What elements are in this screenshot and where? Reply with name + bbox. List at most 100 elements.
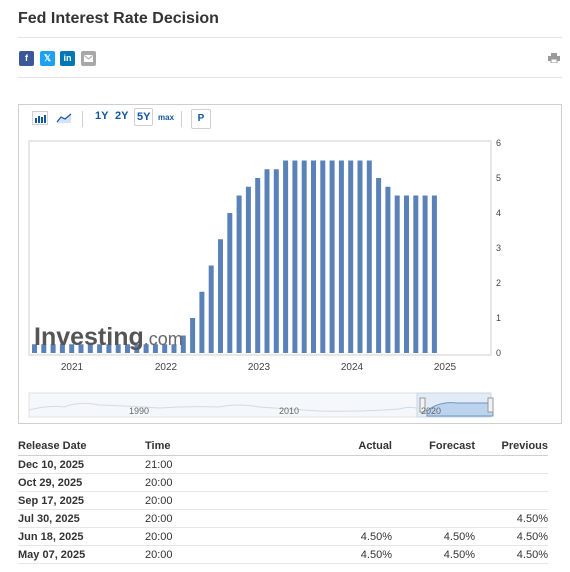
bar[interactable] [413, 195, 419, 354]
p-button[interactable]: P [191, 109, 211, 129]
range-5y-button[interactable]: 5Y [134, 108, 154, 126]
bar[interactable] [264, 169, 270, 353]
x-axis: 2021 2022 2023 2024 2025 [61, 362, 457, 373]
bar[interactable] [143, 344, 149, 353]
navigator-label: 2020 [421, 406, 441, 416]
cell-time: 20:00 [145, 545, 305, 564]
navigator-label: 2010 [279, 406, 299, 416]
bar[interactable] [320, 160, 326, 354]
cell-forecast: 4.50% [392, 545, 475, 564]
x-tick-label: 2025 [434, 362, 457, 373]
table-row: Oct 29, 2025 20:00 [18, 473, 548, 492]
linkedin-share-button[interactable]: in [60, 51, 75, 66]
x-tick-label: 2023 [248, 362, 271, 373]
bar[interactable] [348, 160, 354, 354]
col-previous[interactable]: Previous [475, 436, 548, 456]
bar[interactable] [190, 318, 196, 353]
bar[interactable] [59, 344, 65, 353]
bar[interactable] [357, 160, 363, 354]
twitter-share-button[interactable]: 𝕏 [40, 51, 55, 66]
cell-previous [475, 491, 548, 510]
bar[interactable] [338, 160, 344, 354]
range-1y-button[interactable]: 1Y [95, 110, 109, 122]
cell-previous: 4.50% [475, 527, 548, 546]
bar[interactable] [301, 160, 307, 354]
bar[interactable] [69, 344, 75, 353]
bar[interactable] [106, 344, 112, 353]
bar[interactable] [180, 335, 186, 354]
bar[interactable] [97, 344, 103, 353]
col-time[interactable]: Time [145, 436, 305, 456]
bar[interactable] [329, 160, 335, 354]
bar[interactable] [404, 195, 409, 354]
bar[interactable] [32, 344, 37, 353]
bar[interactable] [78, 344, 84, 353]
bar[interactable] [134, 344, 140, 353]
x-tick-label: 2021 [61, 362, 84, 373]
print-icon[interactable] [548, 53, 560, 63]
bar[interactable] [283, 160, 289, 354]
bar[interactable] [255, 178, 261, 353]
bar[interactable] [245, 186, 251, 353]
range-max-button[interactable]: max [158, 113, 175, 122]
bar[interactable] [376, 178, 382, 353]
bar[interactable] [394, 195, 400, 354]
page-title: Fed Interest Rate Decision [18, 10, 219, 27]
col-forecast[interactable]: Forecast [392, 436, 475, 456]
bar[interactable] [385, 186, 391, 353]
facebook-share-button[interactable]: f [19, 51, 34, 66]
bar[interactable] [292, 160, 298, 354]
chart-toolbar: 1Y 2Y 5Y max P [19, 105, 561, 135]
navigator-handle-left[interactable] [419, 397, 426, 413]
navigator[interactable]: 1990 2010 2020 [28, 392, 494, 418]
cell-time: 20:00 [145, 509, 305, 528]
cell-previous: 4.50% [475, 509, 548, 528]
bar[interactable] [125, 344, 130, 353]
bar-chart-icon[interactable] [32, 111, 48, 125]
cell-date: Jul 30, 2025 [18, 509, 145, 528]
bar[interactable] [273, 169, 279, 353]
y-tick-label: 4 [496, 208, 501, 218]
bar[interactable] [199, 291, 205, 353]
navigator-track [28, 392, 492, 418]
cell-actual [305, 455, 392, 474]
range-2y-button[interactable]: 2Y [115, 110, 129, 122]
bar[interactable] [311, 160, 316, 354]
bar[interactable] [218, 239, 223, 353]
bar[interactable] [366, 160, 372, 354]
bar[interactable] [152, 344, 158, 353]
cell-time: 20:00 [145, 527, 305, 546]
area-chart-icon[interactable] [56, 111, 72, 125]
rate-chart: 0 1 2 3 4 5 6 2021 2022 2023 2024 2025 Investing.c… [28, 138, 501, 418]
bar[interactable] [162, 344, 168, 353]
cell-date: May 07, 2025 [18, 545, 145, 564]
envelope-icon [84, 55, 93, 62]
watermark-logo: Investing.com [34, 323, 183, 351]
navigator-line [28, 402, 430, 415]
cell-forecast [392, 509, 475, 528]
bar[interactable] [115, 344, 121, 353]
bar[interactable] [422, 195, 428, 354]
email-share-button[interactable] [81, 51, 96, 66]
bar[interactable] [50, 344, 56, 353]
bar[interactable] [87, 344, 93, 353]
bar[interactable] [208, 265, 214, 354]
bar[interactable] [236, 195, 242, 354]
y-axis: 0 1 2 3 4 5 6 [496, 138, 501, 358]
y-tick-label: 1 [496, 313, 501, 323]
bar[interactable] [41, 344, 47, 353]
cell-actual [305, 473, 392, 492]
events-table: Release Date Time Actual Forecast Previo… [18, 436, 548, 564]
col-actual[interactable]: Actual [305, 436, 392, 456]
bar[interactable] [431, 195, 437, 354]
navigator-handle-right[interactable] [487, 397, 494, 413]
cell-forecast [392, 491, 475, 510]
cell-date: Dec 10, 2025 [18, 455, 145, 474]
cell-forecast [392, 473, 475, 492]
col-release-date[interactable]: Release Date [18, 436, 145, 456]
table-row: May 07, 2025 20:00 4.50% 4.50% 4.50% [18, 545, 548, 564]
bar[interactable] [227, 213, 233, 353]
bar[interactable] [171, 344, 177, 353]
cell-actual: 4.50% [305, 527, 392, 546]
